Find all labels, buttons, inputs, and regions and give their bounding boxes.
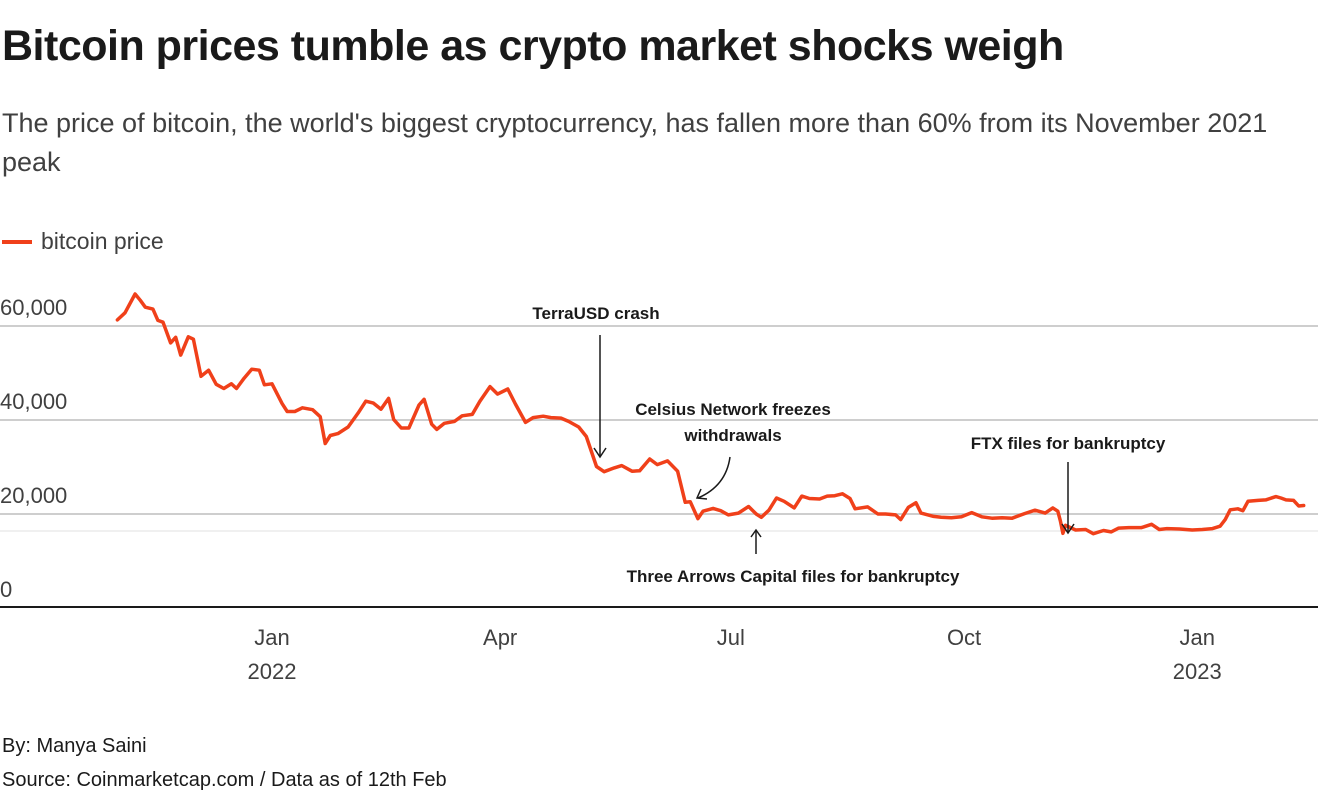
annotation-ftx: FTX files for bankruptcy bbox=[971, 434, 1166, 535]
annotation-celsius-label-line1: Celsius Network freezes bbox=[635, 400, 831, 419]
annotation-celsius: Celsius Network freezes withdrawals bbox=[635, 400, 831, 500]
y-tick-label: 40,000 bbox=[0, 389, 67, 414]
byline: By: Manya Saini bbox=[2, 735, 147, 757]
legend-swatch-bitcoin-price bbox=[2, 239, 32, 244]
annotation-celsius-label-line2: withdrawals bbox=[683, 426, 781, 445]
legend: bitcoin price bbox=[2, 228, 164, 255]
chart-subtitle: The price of bitcoin, the world's bigges… bbox=[2, 108, 1268, 177]
annotation-three-arrows: Three Arrows Capital files for bankruptc… bbox=[627, 528, 960, 586]
y-tick-label: 0 bbox=[0, 577, 12, 602]
annotation-ftx-label: FTX files for bankruptcy bbox=[971, 434, 1166, 453]
source-note: Source: Coinmarketcap.com / Data as of 1… bbox=[2, 769, 447, 791]
curved-arrow-icon bbox=[697, 456, 731, 499]
x-tick-label: Jul bbox=[717, 625, 745, 650]
y-tick-label: 60,000 bbox=[0, 295, 67, 320]
x-tick-year-label: 2023 bbox=[1173, 659, 1222, 684]
x-axis-ticks: Jan 2022 Apr Jul Oct Jan 2023 bbox=[248, 625, 1222, 684]
x-tick-label: Jan bbox=[254, 625, 289, 650]
annotation-terrausd-label: TerraUSD crash bbox=[532, 304, 659, 323]
annotation-three-arrows-label: Three Arrows Capital files for bankruptc… bbox=[627, 567, 960, 586]
y-axis-ticks: 0 20,000 40,000 60,000 bbox=[0, 295, 67, 602]
data-points bbox=[117, 293, 1304, 534]
series-line-bitcoin-price bbox=[115, 292, 1306, 536]
x-tick-label: Apr bbox=[483, 625, 517, 650]
y-tick-label: 20,000 bbox=[0, 483, 67, 508]
legend-label-bitcoin-price: bitcoin price bbox=[41, 228, 164, 254]
x-tick-label: Oct bbox=[947, 625, 981, 650]
annotation-terrausd: TerraUSD crash bbox=[532, 304, 660, 459]
chart-title: Bitcoin prices tumble as crypto market s… bbox=[2, 22, 1064, 70]
x-tick-year-label: 2022 bbox=[248, 659, 297, 684]
x-tick-label: Jan bbox=[1180, 625, 1215, 650]
